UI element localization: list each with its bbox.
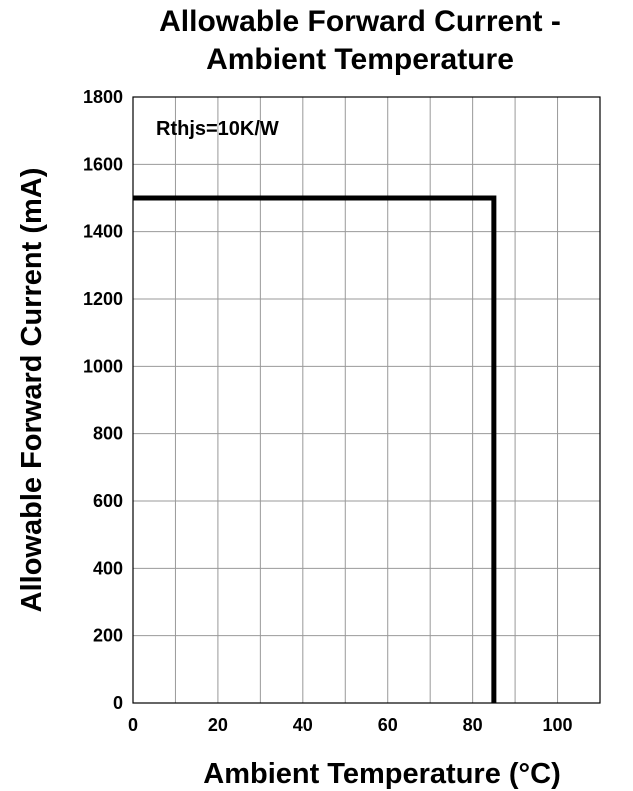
series-line-0 — [133, 195, 497, 703]
y-tick-label: 200 — [93, 626, 123, 646]
grid-lines — [133, 97, 600, 703]
y-tick-label: 1000 — [83, 356, 123, 376]
x-tick-label: 0 — [128, 715, 138, 735]
x-tick-label: 20 — [208, 715, 228, 735]
x-axis-label: Ambient Temperature (°C) — [203, 758, 561, 790]
series-layer — [133, 195, 497, 703]
y-tick-label: 0 — [113, 693, 123, 713]
y-tick-label: 1800 — [83, 87, 123, 107]
y-tick-label: 800 — [93, 424, 123, 444]
y-axis-label: Allowable Forward Current (mA) — [16, 168, 48, 613]
x-tick-label: 80 — [463, 715, 483, 735]
chart-title-line-2: Ambient Temperature — [206, 43, 514, 76]
tick-labels: 0 20 40 60 80 1000200400600800100012001400160… — [83, 87, 573, 735]
x-tick-label: 60 — [378, 715, 398, 735]
y-tick-label: 1400 — [83, 222, 123, 242]
y-tick-label: 1200 — [83, 289, 123, 309]
chart-title-line-1: Allowable Forward Current - — [159, 5, 561, 38]
y-tick-label: 400 — [93, 558, 123, 578]
y-tick-label: 1600 — [83, 154, 123, 174]
plot-frame — [132, 96, 601, 704]
y-tick-label: 600 — [93, 491, 123, 511]
x-tick-label: 40 — [293, 715, 313, 735]
x-tick-label: 100 — [543, 715, 573, 735]
annotation-rthjs: Rthjs=10K/W — [156, 118, 279, 140]
